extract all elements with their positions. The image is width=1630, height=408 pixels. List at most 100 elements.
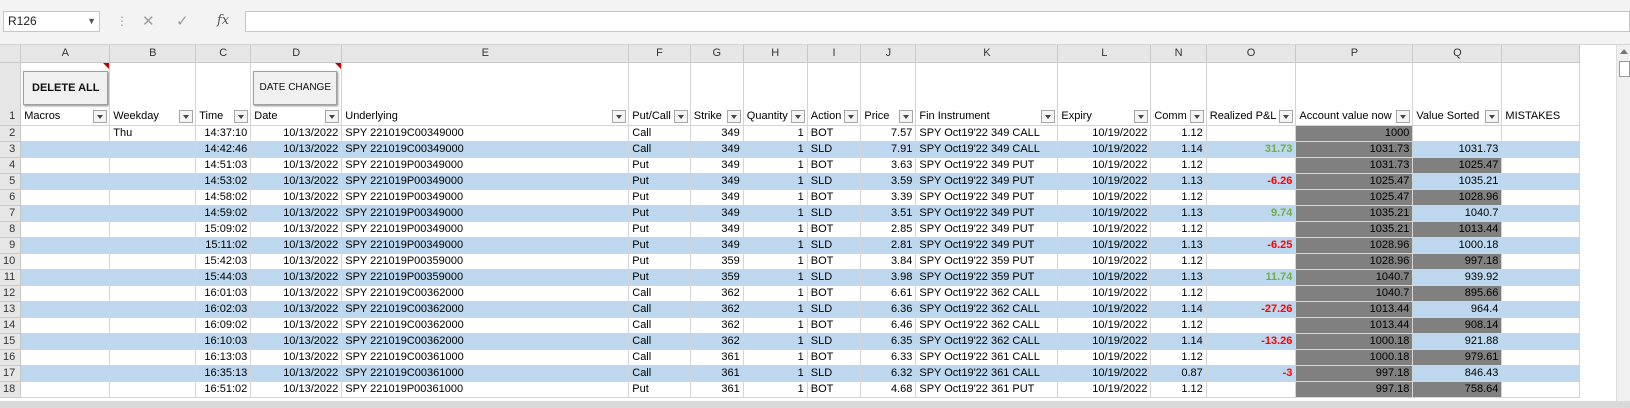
cell-mist[interactable] [1501, 237, 1581, 254]
cell-time[interactable]: 15:09:02 [195, 221, 252, 238]
cell-price[interactable]: 4.68 [860, 381, 917, 398]
cell-price[interactable]: 3.84 [860, 253, 917, 270]
cell-pc[interactable]: Call [628, 125, 691, 142]
filter-dropdown-icon[interactable] [93, 110, 108, 123]
cell-expiry[interactable]: 10/19/2022 [1057, 237, 1152, 254]
cell-time[interactable]: 14:53:02 [195, 173, 252, 190]
cell-qty[interactable]: 1 [743, 317, 808, 334]
cell-weekday[interactable] [109, 285, 197, 302]
cell-sorted[interactable]: 1035.21 [1412, 173, 1503, 190]
cell-macro[interactable] [20, 221, 111, 238]
cell-qty[interactable]: 1 [743, 301, 808, 318]
cell-comm[interactable]: 1.12 [1150, 253, 1207, 270]
cell-weekday[interactable] [109, 221, 197, 238]
cell-macro[interactable] [20, 125, 111, 142]
cell-date[interactable]: 10/13/2022 [250, 333, 343, 350]
header-cell[interactable]: Fin Instrument [915, 62, 1059, 126]
header-cell[interactable]: Put/Call [628, 62, 691, 126]
name-box-dropdown-icon[interactable]: ▼ [87, 16, 96, 26]
cell-fin[interactable]: SPY Oct19'22 362 CALL [915, 285, 1059, 302]
cell-mist[interactable] [1501, 125, 1581, 142]
cell-fin[interactable]: SPY Oct19'22 349 PUT [915, 205, 1059, 222]
cell-pnl[interactable] [1206, 381, 1297, 398]
cell-fin[interactable]: SPY Oct19'22 362 CALL [915, 301, 1059, 318]
cell-pc[interactable]: Call [628, 317, 691, 334]
cell-comm[interactable]: 1.13 [1150, 237, 1207, 254]
cell-date[interactable]: 10/13/2022 [250, 141, 343, 158]
cell-strike[interactable]: 362 [690, 317, 744, 334]
cell-strike[interactable]: 359 [690, 269, 744, 286]
row-header[interactable]: 6 [0, 189, 22, 206]
cell-weekday[interactable] [109, 317, 197, 334]
cell-comm[interactable]: 1.12 [1150, 285, 1207, 302]
cell-mist[interactable] [1501, 365, 1581, 382]
cell-expiry[interactable]: 10/19/2022 [1057, 205, 1152, 222]
cell-fin[interactable]: SPY Oct19'22 349 PUT [915, 189, 1059, 206]
cell-date[interactable]: 10/13/2022 [250, 173, 343, 190]
cell-acct[interactable]: 1013.44 [1295, 317, 1414, 334]
cell-qty[interactable]: 1 [743, 285, 808, 302]
cell-sorted[interactable]: 1028.96 [1412, 189, 1503, 206]
filter-dropdown-icon[interactable] [234, 110, 249, 123]
cell-macro[interactable] [20, 381, 111, 398]
cancel-icon[interactable]: ✕ [142, 13, 155, 30]
cell-action[interactable]: SLD [807, 301, 862, 318]
cell-underlying[interactable]: SPY 221019C00349000 [341, 141, 630, 158]
cell-mist[interactable] [1501, 333, 1581, 350]
cell-expiry[interactable]: 10/19/2022 [1057, 301, 1152, 318]
header-cell[interactable]: Time [195, 62, 252, 126]
cell-date[interactable]: 10/13/2022 [250, 381, 343, 398]
cell-comm[interactable]: 1.12 [1150, 125, 1207, 142]
cell-comm[interactable]: 1.12 [1150, 221, 1207, 238]
cell-date[interactable]: 10/13/2022 [250, 237, 343, 254]
cell-comm[interactable]: 1.13 [1150, 173, 1207, 190]
delete-all-button[interactable]: DELETE ALL [23, 71, 109, 105]
row-header[interactable]: 17 [0, 365, 22, 382]
cell-action[interactable]: SLD [807, 205, 862, 222]
cell-expiry[interactable]: 10/19/2022 [1057, 285, 1152, 302]
cell-date[interactable]: 10/13/2022 [250, 317, 343, 334]
cell-acct[interactable]: 1025.47 [1295, 173, 1414, 190]
cell-pc[interactable]: Put [628, 189, 691, 206]
row-header[interactable]: 9 [0, 237, 22, 254]
cell-acct[interactable]: 1028.96 [1295, 237, 1414, 254]
header-cell[interactable]: Account value now [1295, 62, 1414, 126]
cell-weekday[interactable] [109, 301, 197, 318]
cell-strike[interactable]: 361 [690, 349, 744, 366]
cell-expiry[interactable]: 10/19/2022 [1057, 381, 1152, 398]
cell-acct[interactable]: 1040.7 [1295, 285, 1414, 302]
cell-time[interactable]: 15:11:02 [195, 237, 252, 254]
header-cell[interactable]: Action [807, 62, 862, 126]
cell-mist[interactable] [1501, 349, 1581, 366]
column-header[interactable]: H [743, 45, 808, 63]
cell-action[interactable]: BOT [807, 349, 862, 366]
cell-sorted[interactable]: 1025.47 [1412, 157, 1503, 174]
cell-mist[interactable] [1501, 205, 1581, 222]
cell-date[interactable]: 10/13/2022 [250, 157, 343, 174]
filter-dropdown-icon[interactable] [1485, 110, 1500, 123]
cell-macro[interactable] [20, 189, 111, 206]
cell-action[interactable]: BOT [807, 253, 862, 270]
cell-pnl[interactable]: 11.74 [1206, 269, 1297, 286]
cell-qty[interactable]: 1 [743, 365, 808, 382]
cell-qty[interactable]: 1 [743, 189, 808, 206]
cell-fin[interactable]: SPY Oct19'22 359 PUT [915, 253, 1059, 270]
header-cell[interactable]: MISTAKES [1501, 62, 1581, 126]
cell-macro[interactable] [20, 157, 111, 174]
cell-price[interactable]: 3.98 [860, 269, 917, 286]
cell-mist[interactable] [1501, 157, 1581, 174]
cell-strike[interactable]: 362 [690, 301, 744, 318]
row-header[interactable]: 11 [0, 269, 22, 286]
cell-pnl[interactable]: -27.26 [1206, 301, 1297, 318]
cell-weekday[interactable] [109, 269, 197, 286]
cell-fin[interactable]: SPY Oct19'22 349 CALL [915, 125, 1059, 142]
cell-qty[interactable]: 1 [743, 141, 808, 158]
cell-comm[interactable]: 1.12 [1150, 157, 1207, 174]
vertical-scrollbar[interactable] [1616, 45, 1630, 401]
cell-price[interactable]: 2.81 [860, 237, 917, 254]
cell-price[interactable]: 2.85 [860, 221, 917, 238]
cell-sorted[interactable]: 758.64 [1412, 381, 1503, 398]
cell-macro[interactable] [20, 173, 111, 190]
header-cell[interactable]: DELETE ALL Macros [20, 62, 111, 126]
cell-weekday[interactable] [109, 237, 197, 254]
